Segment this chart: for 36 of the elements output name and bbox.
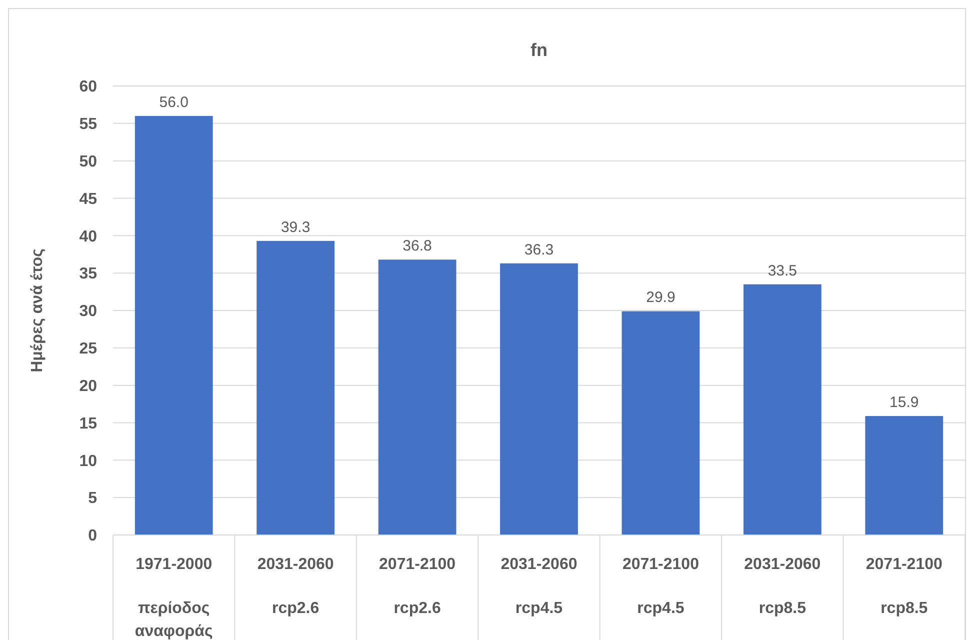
data-label: 29.9 (646, 289, 676, 306)
y-tick-label: 25 (79, 340, 98, 358)
data-label: 33.5 (768, 262, 798, 280)
category-label: 2031-2060 rcp8.5 (744, 556, 821, 617)
bar (622, 311, 700, 535)
y-tick-label: 40 (79, 228, 98, 246)
bar (134, 116, 213, 535)
category-label: 2031-2060 rcp4.5 (500, 556, 578, 617)
data-label: 39.3 (280, 218, 310, 236)
bar (500, 263, 578, 535)
category-label: 1971-2000 περίοδος αναφοράς (134, 556, 213, 640)
y-tick-label: 0 (88, 528, 98, 545)
data-label: 15.9 (890, 394, 919, 412)
data-label: 56.0 (159, 94, 188, 111)
y-tick-label: 30 (79, 303, 98, 320)
category-label: 2071-2100 rcp8.5 (866, 556, 942, 617)
category-label: 2031-2060 rcp2.6 (257, 556, 334, 617)
y-tick-label: 5 (88, 490, 98, 508)
chart-title: fn (530, 40, 548, 60)
y-tick-label: 45 (79, 190, 98, 208)
y-tick-label: 55 (79, 116, 98, 134)
category-label: 2071-2100 rcp4.5 (622, 556, 699, 617)
bar (378, 260, 456, 535)
bar (256, 240, 335, 535)
y-tick-label: 35 (79, 266, 98, 283)
category-label: 2071-2100 rcp2.6 (379, 556, 456, 617)
data-label: 36.3 (524, 241, 554, 258)
y-tick-label: 15 (79, 415, 98, 432)
bar (743, 284, 822, 535)
y-tick-label: 60 (79, 78, 98, 96)
bar (865, 416, 944, 535)
y-tick-label: 20 (79, 378, 98, 395)
y-tick-label: 50 (79, 153, 98, 170)
data-label: 36.8 (402, 238, 432, 255)
y-axis-title: Ημέρες ανά έτος (29, 248, 46, 372)
y-tick-label: 10 (79, 452, 98, 470)
